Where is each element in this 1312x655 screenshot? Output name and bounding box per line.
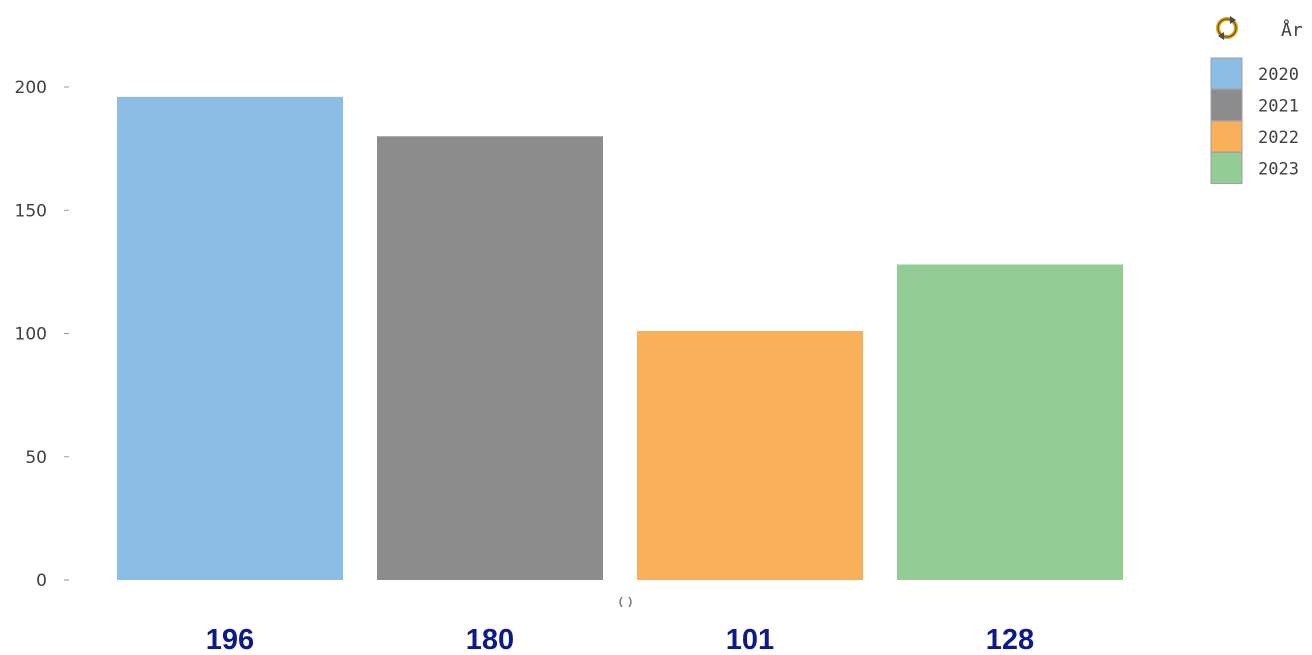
value-label-2020: 196 — [206, 624, 254, 655]
bars — [117, 96, 1123, 581]
y-axis: 0 50 100 150 200 — [15, 78, 69, 591]
y-tick-label-50: 50 — [25, 448, 47, 468]
legend-swatch-2020[interactable] — [1210, 57, 1243, 90]
legend-swatch-2023[interactable] — [1210, 152, 1243, 184]
value-label-2022: 101 — [726, 624, 774, 655]
legend-swatch-2022[interactable] — [1210, 120, 1243, 153]
legend-label-2021[interactable]: 2021 — [1258, 97, 1299, 117]
refresh-icon[interactable] — [1215, 16, 1239, 40]
y-tick-label-200: 200 — [15, 78, 47, 98]
legend: År 2020 2021 2022 2023 — [1210, 16, 1303, 184]
y-tick-label-150: 150 — [15, 201, 47, 221]
legend-title: År — [1281, 19, 1303, 41]
value-label-2021: 180 — [466, 624, 514, 655]
legend-label-2023[interactable]: 2023 — [1258, 160, 1299, 180]
value-labels: 196 180 101 128 — [206, 624, 1034, 655]
bar-2020[interactable] — [117, 96, 343, 581]
y-tick-label-0: 0 — [36, 571, 47, 591]
bar-2023[interactable] — [897, 264, 1123, 580]
legend-items: 2020 2021 2022 2023 — [1210, 57, 1299, 184]
x-axis-marker — [619, 596, 632, 608]
legend-label-2020[interactable]: 2020 — [1258, 65, 1299, 85]
bar-2022[interactable] — [637, 331, 863, 580]
legend-label-2022[interactable]: 2022 — [1258, 128, 1299, 148]
bar-2021[interactable] — [377, 136, 603, 581]
y-tick-label-100: 100 — [15, 325, 47, 345]
value-label-2023: 128 — [986, 624, 1034, 655]
legend-swatch-2021[interactable] — [1210, 89, 1243, 121]
